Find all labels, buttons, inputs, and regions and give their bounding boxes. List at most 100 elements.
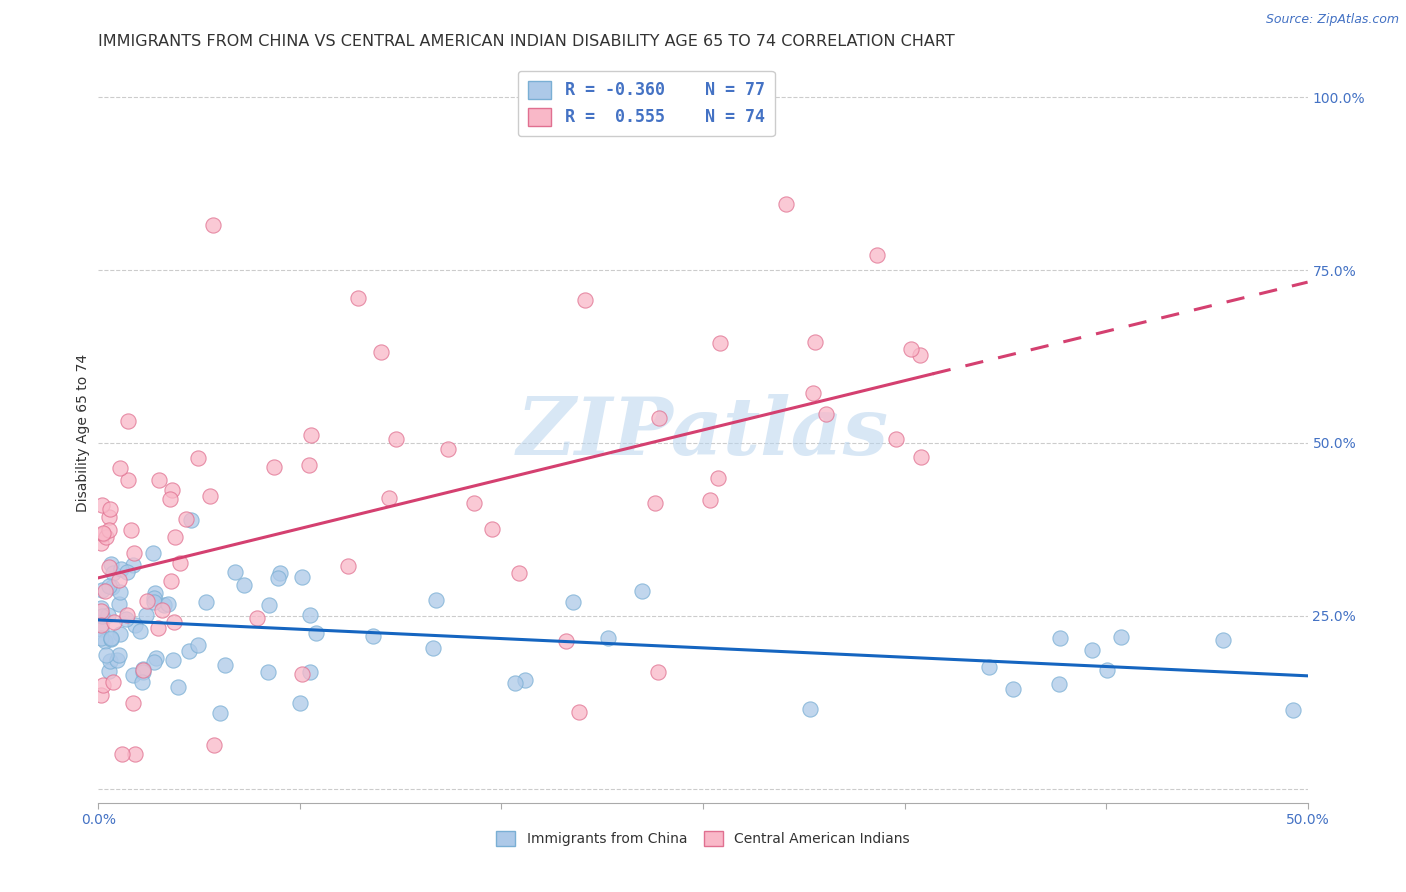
Point — [142, 546, 165, 560]
Point — [346, 291, 368, 305]
Point — [1212, 633, 1234, 648]
Point — [153, 599, 176, 613]
Point — [132, 665, 155, 679]
Point — [224, 565, 246, 579]
Point — [463, 496, 485, 510]
Point — [208, 706, 231, 720]
Point — [977, 660, 1000, 674]
Point — [900, 342, 922, 356]
Point — [425, 592, 447, 607]
Point — [198, 489, 221, 503]
Point — [513, 673, 536, 687]
Point — [120, 523, 142, 537]
Point — [644, 495, 666, 509]
Point — [132, 662, 155, 676]
Point — [1049, 632, 1071, 646]
Point — [105, 653, 128, 667]
Point — [90, 617, 112, 632]
Point — [121, 558, 143, 573]
Point — [97, 579, 120, 593]
Point — [100, 557, 122, 571]
Point — [122, 546, 145, 560]
Point — [562, 595, 585, 609]
Point — [378, 491, 401, 505]
Point — [100, 632, 122, 646]
Point — [202, 738, 225, 752]
Point — [1001, 681, 1024, 696]
Point — [195, 594, 218, 608]
Point — [214, 657, 236, 672]
Point — [699, 493, 721, 508]
Point — [131, 674, 153, 689]
Point — [165, 530, 187, 544]
Point — [291, 570, 314, 584]
Point — [801, 386, 824, 401]
Point — [298, 458, 321, 473]
Point — [98, 523, 121, 537]
Point — [361, 629, 384, 643]
Point — [91, 678, 114, 692]
Point — [187, 451, 209, 466]
Point — [96, 530, 118, 544]
Point — [122, 668, 145, 682]
Point — [422, 640, 444, 655]
Point — [568, 705, 591, 719]
Point — [804, 335, 827, 350]
Text: IMMIGRANTS FROM CHINA VS CENTRAL AMERICAN INDIAN DISABILITY AGE 65 TO 74 CORRELA: IMMIGRANTS FROM CHINA VS CENTRAL AMERICA… — [98, 34, 955, 49]
Point — [187, 638, 209, 652]
Point — [174, 512, 197, 526]
Point — [263, 459, 285, 474]
Point — [110, 585, 132, 599]
Point — [160, 483, 183, 497]
Point — [148, 621, 170, 635]
Point — [1081, 643, 1104, 657]
Point — [110, 460, 132, 475]
Point — [299, 607, 322, 622]
Point — [257, 665, 280, 680]
Point — [110, 562, 132, 576]
Point — [117, 474, 139, 488]
Point — [503, 676, 526, 690]
Point — [97, 559, 120, 574]
Point — [709, 335, 731, 350]
Point — [124, 617, 146, 632]
Point — [815, 407, 838, 421]
Point — [91, 609, 114, 624]
Point — [96, 648, 118, 662]
Point — [98, 654, 121, 668]
Point — [648, 411, 671, 425]
Point — [93, 633, 115, 648]
Point — [97, 664, 120, 678]
Point — [481, 522, 503, 536]
Point — [103, 615, 125, 629]
Point — [110, 627, 132, 641]
Point — [90, 536, 112, 550]
Point — [1109, 630, 1132, 644]
Point — [148, 473, 170, 487]
Point — [94, 584, 117, 599]
Point — [150, 602, 173, 616]
Point — [167, 680, 190, 694]
Y-axis label: Disability Age 65 to 74: Disability Age 65 to 74 — [76, 353, 90, 512]
Point — [115, 608, 138, 623]
Point — [1095, 663, 1118, 677]
Point — [101, 566, 124, 580]
Point — [290, 696, 312, 710]
Point — [100, 631, 122, 645]
Legend: Immigrants from China, Central American Indians: Immigrants from China, Central American … — [491, 825, 915, 851]
Text: ZIPatlas: ZIPatlas — [517, 394, 889, 471]
Point — [142, 591, 165, 605]
Point — [91, 498, 114, 512]
Point — [122, 696, 145, 710]
Point — [97, 509, 120, 524]
Point — [143, 585, 166, 599]
Point — [437, 442, 460, 456]
Point — [108, 597, 131, 611]
Point — [1282, 703, 1305, 717]
Point — [866, 247, 889, 261]
Point — [647, 665, 669, 679]
Point — [145, 650, 167, 665]
Point — [180, 513, 202, 527]
Point — [90, 604, 112, 618]
Point — [596, 632, 619, 646]
